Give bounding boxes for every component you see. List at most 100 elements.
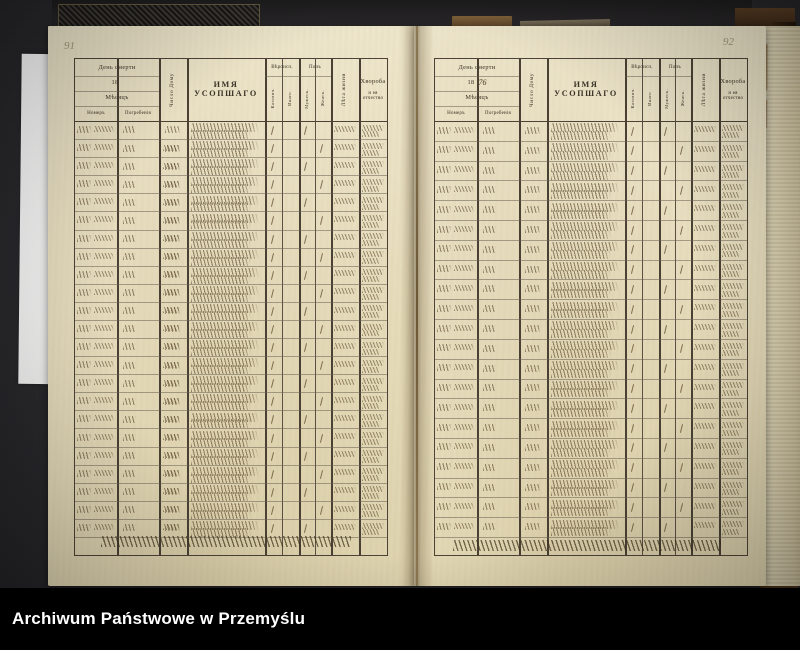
table-row[interactable] [75, 428, 387, 447]
table-row[interactable] [435, 200, 747, 220]
cell-sex-male-mark [303, 306, 308, 316]
table-row[interactable] [435, 478, 747, 498]
cell-month [94, 252, 114, 259]
table-row[interactable] [435, 438, 747, 458]
table-row[interactable] [75, 320, 387, 338]
cell-number [483, 206, 496, 214]
cell-sex-male-mark [663, 126, 668, 136]
cell-cause-line2 [722, 290, 740, 297]
cell-name-line2 [551, 210, 611, 220]
cell-name-line2 [191, 310, 251, 320]
table-row[interactable] [435, 458, 747, 478]
table-row[interactable] [75, 266, 387, 284]
header-date-of-death: День смерти [98, 63, 136, 71]
cell-month [454, 285, 474, 291]
table-row[interactable] [75, 483, 387, 501]
table-row[interactable] [435, 418, 747, 438]
cell-name-line2 [551, 269, 611, 279]
cell-age [694, 264, 716, 271]
table-row[interactable] [75, 211, 387, 230]
table-row[interactable] [75, 465, 387, 483]
table-row[interactable] [435, 497, 747, 517]
cell-cause-line2 [722, 350, 740, 357]
cell-cause-line2 [722, 211, 740, 218]
cell-age [334, 179, 356, 186]
table-row[interactable] [75, 157, 387, 176]
table-row[interactable] [75, 230, 387, 248]
cell-religion-catholic-mark [270, 451, 275, 461]
table-row[interactable] [435, 279, 747, 299]
header-sex: Полъ [309, 65, 321, 71]
cell-cause-line1 [362, 196, 384, 203]
cell-sex-female-mark [679, 185, 684, 195]
cell-religion-catholic-mark [270, 523, 275, 533]
cell-cause-line2 [362, 420, 380, 427]
table-row[interactable] [75, 121, 387, 140]
table-row[interactable] [75, 193, 387, 212]
cell-day [77, 343, 91, 351]
header-number-right: Номеръ [447, 110, 465, 116]
table-row[interactable] [75, 139, 387, 158]
cell-name-line2 [551, 447, 611, 457]
table-row[interactable] [75, 356, 387, 375]
table-row[interactable] [435, 141, 747, 161]
cell-age [694, 423, 716, 430]
cell-name-line2 [191, 166, 251, 176]
cell-cause-line1 [722, 362, 744, 369]
table-row[interactable] [435, 180, 747, 200]
cell-number [483, 404, 496, 412]
cell-house-number [165, 488, 180, 496]
row-separator [435, 418, 747, 420]
cell-cause-line2 [362, 167, 380, 174]
cell-religion-catholic-mark [270, 288, 275, 298]
cell-day [77, 361, 91, 369]
cell-religion-catholic-mark [630, 483, 635, 493]
table-row[interactable] [435, 398, 747, 418]
cell-age [334, 270, 356, 277]
table-row[interactable] [435, 379, 747, 399]
row-separator [75, 193, 387, 195]
cell-cause-line2 [362, 131, 380, 138]
table-row[interactable] [75, 501, 387, 519]
table-row[interactable] [75, 447, 387, 465]
header-age: Лѣта жизни [341, 73, 348, 107]
table-row[interactable] [75, 302, 387, 320]
table-row[interactable] [435, 359, 747, 379]
table-row[interactable] [435, 161, 747, 181]
table-row[interactable] [435, 517, 747, 537]
cell-religion-catholic-mark [630, 364, 635, 374]
table-row[interactable] [435, 240, 747, 260]
cell-sex-male-mark [303, 162, 308, 172]
cell-religion-catholic-mark [270, 343, 275, 353]
table-row[interactable] [75, 519, 387, 537]
cell-name-line1 [551, 202, 619, 212]
cell-house-number [165, 234, 180, 242]
table-row[interactable] [435, 319, 747, 339]
row-separator [435, 220, 747, 222]
table-row[interactable] [75, 392, 387, 411]
table-row[interactable] [75, 175, 387, 194]
cell-name-line1 [191, 195, 259, 205]
cell-number [483, 325, 496, 333]
table-row[interactable] [435, 260, 747, 280]
cell-cause-line1 [362, 486, 384, 493]
cell-number [483, 305, 496, 313]
cell-number [123, 361, 136, 369]
cell-day [77, 162, 91, 170]
table-row[interactable] [435, 339, 747, 359]
cell-sex-female-mark [319, 144, 324, 154]
cell-name-line2 [191, 383, 251, 393]
table-row[interactable] [435, 121, 747, 141]
cell-cause-line1 [362, 504, 384, 511]
table-row[interactable] [75, 338, 387, 357]
cell-age [334, 396, 356, 403]
table-row[interactable] [75, 410, 387, 429]
table-row[interactable] [435, 299, 747, 319]
table-row[interactable] [75, 374, 387, 393]
table-row[interactable] [75, 284, 387, 302]
cell-number [483, 503, 496, 511]
table-row[interactable] [435, 220, 747, 240]
cell-name-line1 [191, 340, 259, 350]
cell-house-number [525, 344, 540, 352]
table-row[interactable] [75, 248, 387, 266]
